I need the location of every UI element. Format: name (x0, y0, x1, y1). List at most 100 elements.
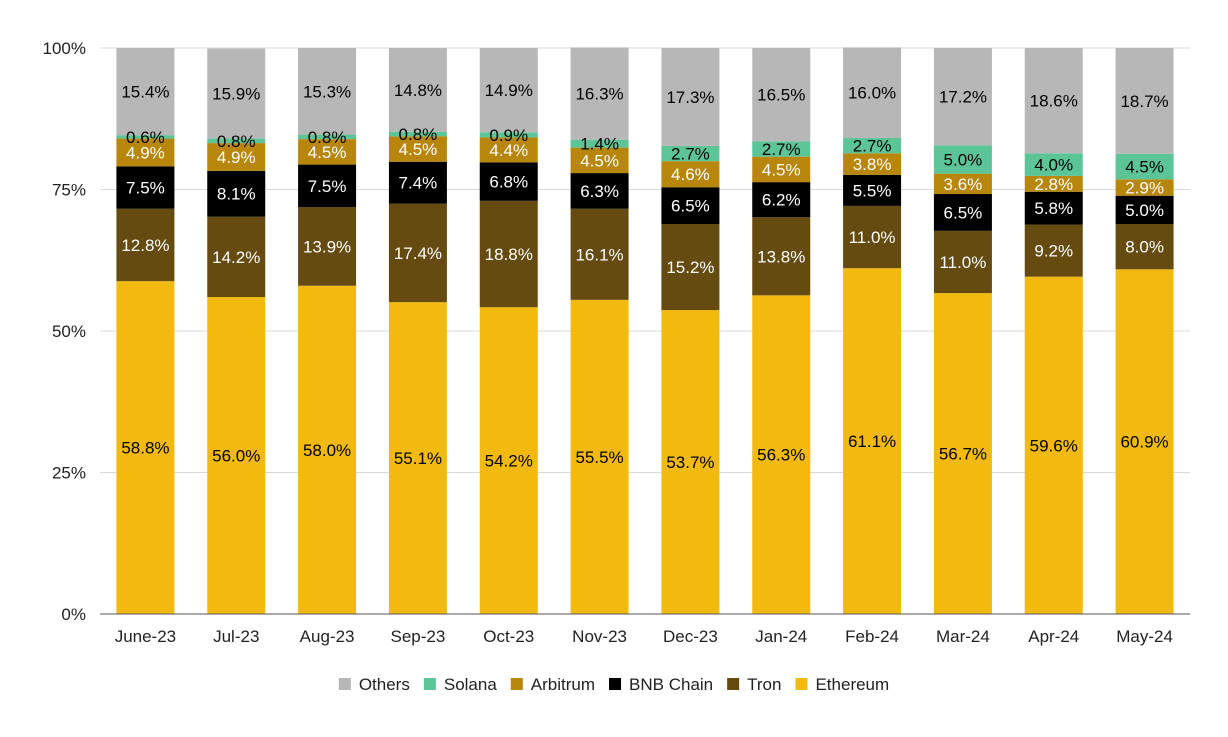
data-label-ethereum-oct-23: 54.2% (485, 452, 533, 471)
data-label-bnb-chain-sep-23: 7.4% (399, 174, 438, 193)
bar-segment-bnb-chain-aug-23 (298, 164, 357, 208)
bar-segment-tron-jul-23 (207, 216, 266, 298)
bar-segment-others-jul-23 (207, 48, 266, 139)
bar-segment-solana-feb-24 (843, 137, 902, 154)
bar-segment-solana-nov-23 (570, 139, 629, 148)
bar-segment-bnb-chain-oct-23 (479, 162, 538, 201)
bar-segment-ethereum-nov-23 (570, 299, 629, 614)
x-tick-label-aug-23: Aug-23 (300, 627, 355, 646)
data-label-others-feb-24: 16.0% (848, 84, 896, 103)
data-label-bnb-chain-aug-23: 7.5% (308, 177, 347, 196)
data-label-solana-jul-23: 0.8% (217, 132, 256, 151)
legend-item-others: Others (338, 675, 410, 694)
y-tick-label: 0% (61, 605, 86, 624)
bar-segment-tron-sep-23 (388, 203, 447, 303)
y-tick-label: 75% (52, 181, 86, 200)
bar-segment-tron-mar-24 (933, 230, 992, 294)
bar-segment-ethereum-oct-23 (479, 307, 538, 614)
bar-segment-others-oct-23 (479, 48, 538, 133)
data-label-tron-feb-24: 11.0% (849, 228, 896, 247)
bar-segment-others-feb-24 (843, 47, 902, 138)
data-label-others-sep-23: 14.8% (394, 81, 442, 100)
bar-segment-bnb-chain-feb-24 (843, 174, 902, 206)
data-label-tron-sep-23: 17.4% (394, 244, 442, 263)
data-label-tron-nov-23: 16.1% (575, 245, 623, 264)
data-label-solana-apr-24: 4.0% (1034, 156, 1073, 175)
x-tick-label-jan-24: Jan-24 (755, 627, 807, 646)
legend-label-others: Others (359, 675, 410, 694)
data-label-others-dec-23: 17.3% (666, 88, 714, 107)
data-label-tron-apr-24: 9.2% (1034, 242, 1073, 261)
x-tick-label-feb-24: Feb-24 (845, 627, 899, 646)
data-label-bnb-chain-apr-24: 5.8% (1034, 199, 1073, 218)
data-label-tron-may-24: 8.0% (1125, 238, 1164, 257)
data-label-ethereum-feb-24: 61.1% (848, 432, 896, 451)
bar-segment-bnb-chain-may-24 (1115, 195, 1174, 225)
data-label-others-june-23: 15.4% (121, 83, 169, 102)
data-label-arbitrum-mar-24: 3.6% (944, 175, 983, 194)
bar-segment-others-may-24 (1115, 48, 1174, 154)
bar-segment-bnb-chain-nov-23 (570, 173, 629, 209)
data-label-others-nov-23: 16.3% (575, 85, 623, 104)
bar-segment-bnb-chain-sep-23 (388, 161, 447, 204)
bar-segment-tron-feb-24 (843, 205, 902, 269)
data-label-ethereum-mar-24: 56.7% (939, 445, 987, 464)
data-label-others-may-24: 18.7% (1120, 92, 1168, 111)
data-label-bnb-chain-jul-23: 8.1% (217, 185, 256, 204)
bar-segment-others-nov-23 (570, 47, 629, 140)
x-tick-label-nov-23: Nov-23 (572, 627, 627, 646)
x-tick-label-june-23: June-23 (115, 627, 176, 646)
bar-segment-others-aug-23 (298, 48, 357, 135)
gridlines (100, 47, 1190, 473)
bar-segment-arbitrum-sep-23 (388, 136, 447, 162)
bar-segment-arbitrum-mar-24 (933, 173, 992, 195)
bar-segment-others-sep-23 (388, 48, 447, 132)
bar-segment-ethereum-may-24 (1115, 269, 1174, 614)
bar-segment-others-mar-24 (933, 48, 992, 146)
data-label-tron-jul-23: 14.2% (212, 248, 260, 267)
bar-segment-arbitrum-june-23 (116, 138, 175, 167)
data-label-arbitrum-dec-23: 4.6% (671, 165, 710, 184)
data-labels: 58.8%12.8%7.5%4.9%0.6%15.4%56.0%14.2%8.1… (121, 81, 1168, 472)
legend-label-bnb-chain: BNB Chain (629, 675, 713, 694)
data-label-tron-aug-23: 13.9% (303, 237, 351, 256)
legend-swatch-bnb-chain (609, 678, 622, 690)
bar-segment-tron-june-23 (116, 208, 175, 282)
x-axis-ticks: June-23 Jul-23 Aug-23 Sep-23 Oct-23 Nov-23 Dec… (115, 627, 1173, 646)
bar-segment-ethereum-june-23 (116, 281, 175, 614)
data-label-bnb-chain-nov-23: 6.3% (580, 182, 619, 201)
bar-segment-tron-jan-24 (752, 217, 811, 296)
legend: Others Solana Arbitrum BNB Chain Tron Ethereu… (338, 675, 889, 694)
bar-segment-solana-jul-23 (207, 138, 266, 144)
data-label-tron-mar-24: 11.0% (939, 253, 986, 272)
bar-segment-bnb-chain-mar-24 (933, 194, 992, 231)
bar-segment-ethereum-sep-23 (388, 302, 447, 614)
data-label-others-jan-24: 16.5% (757, 86, 805, 105)
data-label-solana-dec-23: 2.7% (671, 145, 710, 164)
bar-segment-arbitrum-dec-23 (661, 161, 720, 188)
bar-segment-ethereum-aug-23 (298, 285, 357, 614)
legend-label-arbitrum: Arbitrum (531, 675, 595, 694)
bar-segment-others-dec-23 (661, 48, 720, 146)
y-axis-ticks: 0% 25% 50% 75% 100% (43, 39, 86, 624)
data-label-ethereum-sep-23: 55.1% (394, 449, 442, 468)
bar-segment-solana-aug-23 (298, 134, 357, 140)
data-label-ethereum-june-23: 58.8% (121, 439, 169, 458)
data-label-bnb-chain-jan-24: 6.2% (762, 191, 801, 210)
bar-segment-ethereum-dec-23 (661, 310, 720, 614)
bar-segment-solana-dec-23 (661, 145, 720, 162)
bar-segment-ethereum-jan-24 (752, 295, 811, 614)
bar-segment-arbitrum-oct-23 (479, 137, 538, 163)
data-label-arbitrum-nov-23: 4.5% (580, 151, 619, 170)
bar-segment-bnb-chain-dec-23 (661, 187, 720, 225)
bar-segment-arbitrum-apr-24 (1024, 175, 1083, 192)
bar-segment-others-apr-24 (1024, 48, 1083, 154)
bar-segment-arbitrum-feb-24 (843, 153, 902, 175)
data-label-arbitrum-june-23: 4.9% (126, 143, 165, 162)
bar-segment-ethereum-jul-23 (207, 297, 266, 614)
data-label-arbitrum-feb-24: 3.8% (853, 155, 892, 174)
legend-swatch-solana (423, 678, 436, 690)
bar-segment-arbitrum-jul-23 (207, 143, 266, 171)
y-tick-label: 50% (52, 322, 86, 341)
